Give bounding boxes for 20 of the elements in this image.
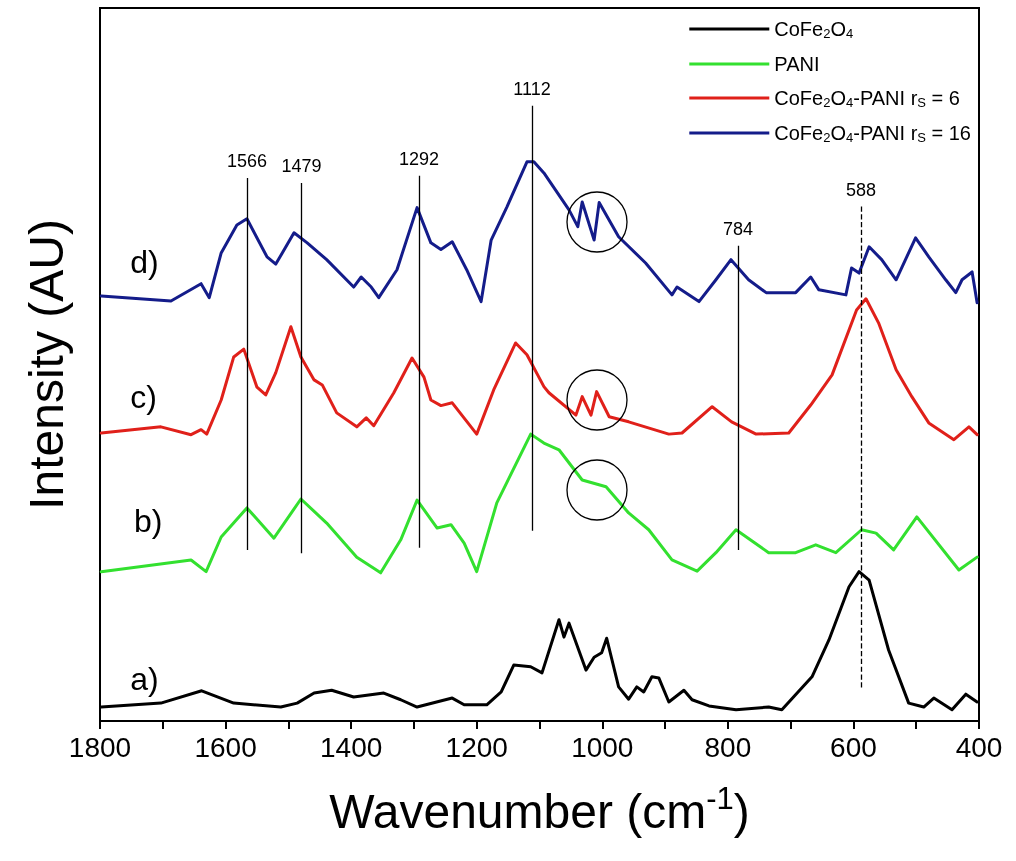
x-tick-label: 600 — [830, 731, 877, 763]
x-tick-label: 1600 — [194, 731, 257, 763]
x-tick-label: 1000 — [571, 731, 634, 763]
y-axis-title: Intensity (AU) — [19, 219, 73, 510]
annotation: a) — [130, 661, 159, 698]
ref-line-label: 1479 — [281, 156, 322, 177]
ref-line-label: 1112 — [513, 78, 551, 99]
annotation: c) — [130, 378, 157, 415]
x-tick-label: 1400 — [319, 731, 383, 763]
x-tick-label: 1200 — [445, 731, 508, 763]
x-tick-label: 1800 — [68, 731, 132, 763]
ref-line-label: 1566 — [226, 151, 267, 171]
ref-line-label: 588 — [845, 179, 876, 200]
annotation: d) — [130, 244, 159, 281]
annotation: b) — [133, 503, 163, 540]
legend-label: PANI — [774, 53, 820, 75]
ref-line-label: 1292 — [398, 148, 439, 169]
x-tick-label: 800 — [704, 731, 752, 763]
ref-line-label: 784 — [722, 218, 753, 239]
x-tick-label: 400 — [955, 731, 1003, 763]
